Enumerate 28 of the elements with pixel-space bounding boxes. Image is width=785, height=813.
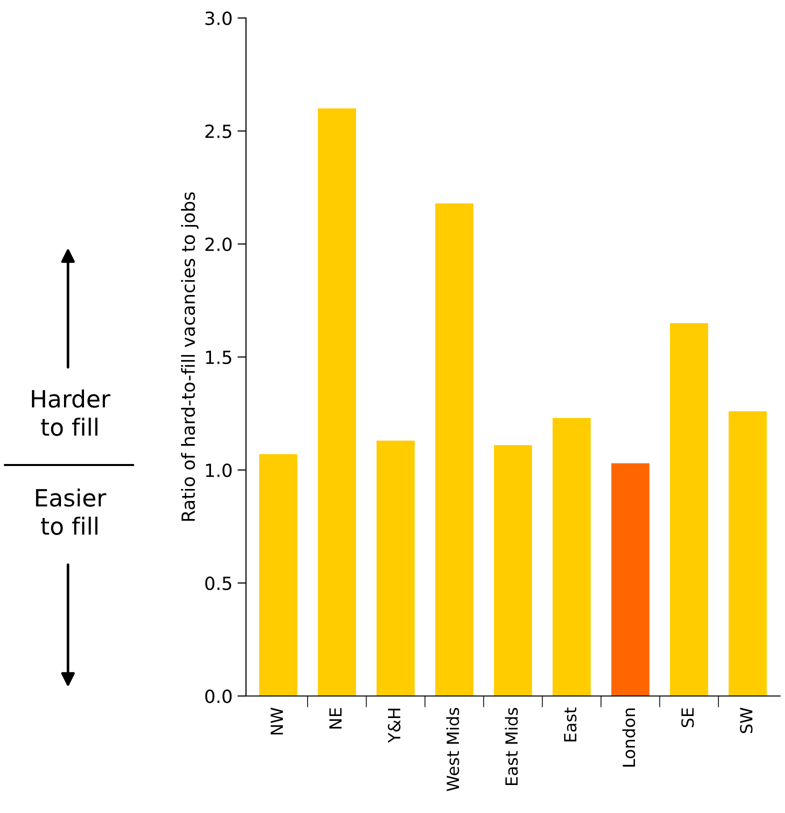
bar [376,440,415,696]
x-tick-label: SE [681,708,694,728]
x-tick-label: Y&H [388,708,400,743]
x-tick-label: NE [329,708,342,728]
x-tick-label: NW [270,708,283,734]
bar [552,418,591,696]
x-tick-label: London [622,708,636,767]
y-tick-label: 1.0 [206,463,232,478]
text: Harder to fill [32,389,110,436]
x-tick-label: SW [740,708,753,734]
bar [435,203,474,696]
y-tick-label: 3.0 [205,11,232,26]
bar [259,454,298,696]
y-axis-title: Ratio of hard-to-fill vacancies to jobs [181,192,199,521]
bar [318,108,356,696]
bar [494,445,532,696]
y-tick-label: 1.5 [206,350,232,364]
bar [728,411,767,696]
y-tick-label: 2.5 [205,124,232,138]
y-tick-label: 0.0 [205,689,232,704]
y-tick-label: 2.0 [205,237,232,252]
bar [611,463,650,696]
x-tick-label: West Mids [446,708,460,792]
text: Easier to fill [36,488,106,535]
bar [670,323,708,696]
x-tick-label: East [564,708,577,742]
y-tick-label: 0.5 [205,576,232,590]
x-tick-label: East Mids [504,708,518,786]
